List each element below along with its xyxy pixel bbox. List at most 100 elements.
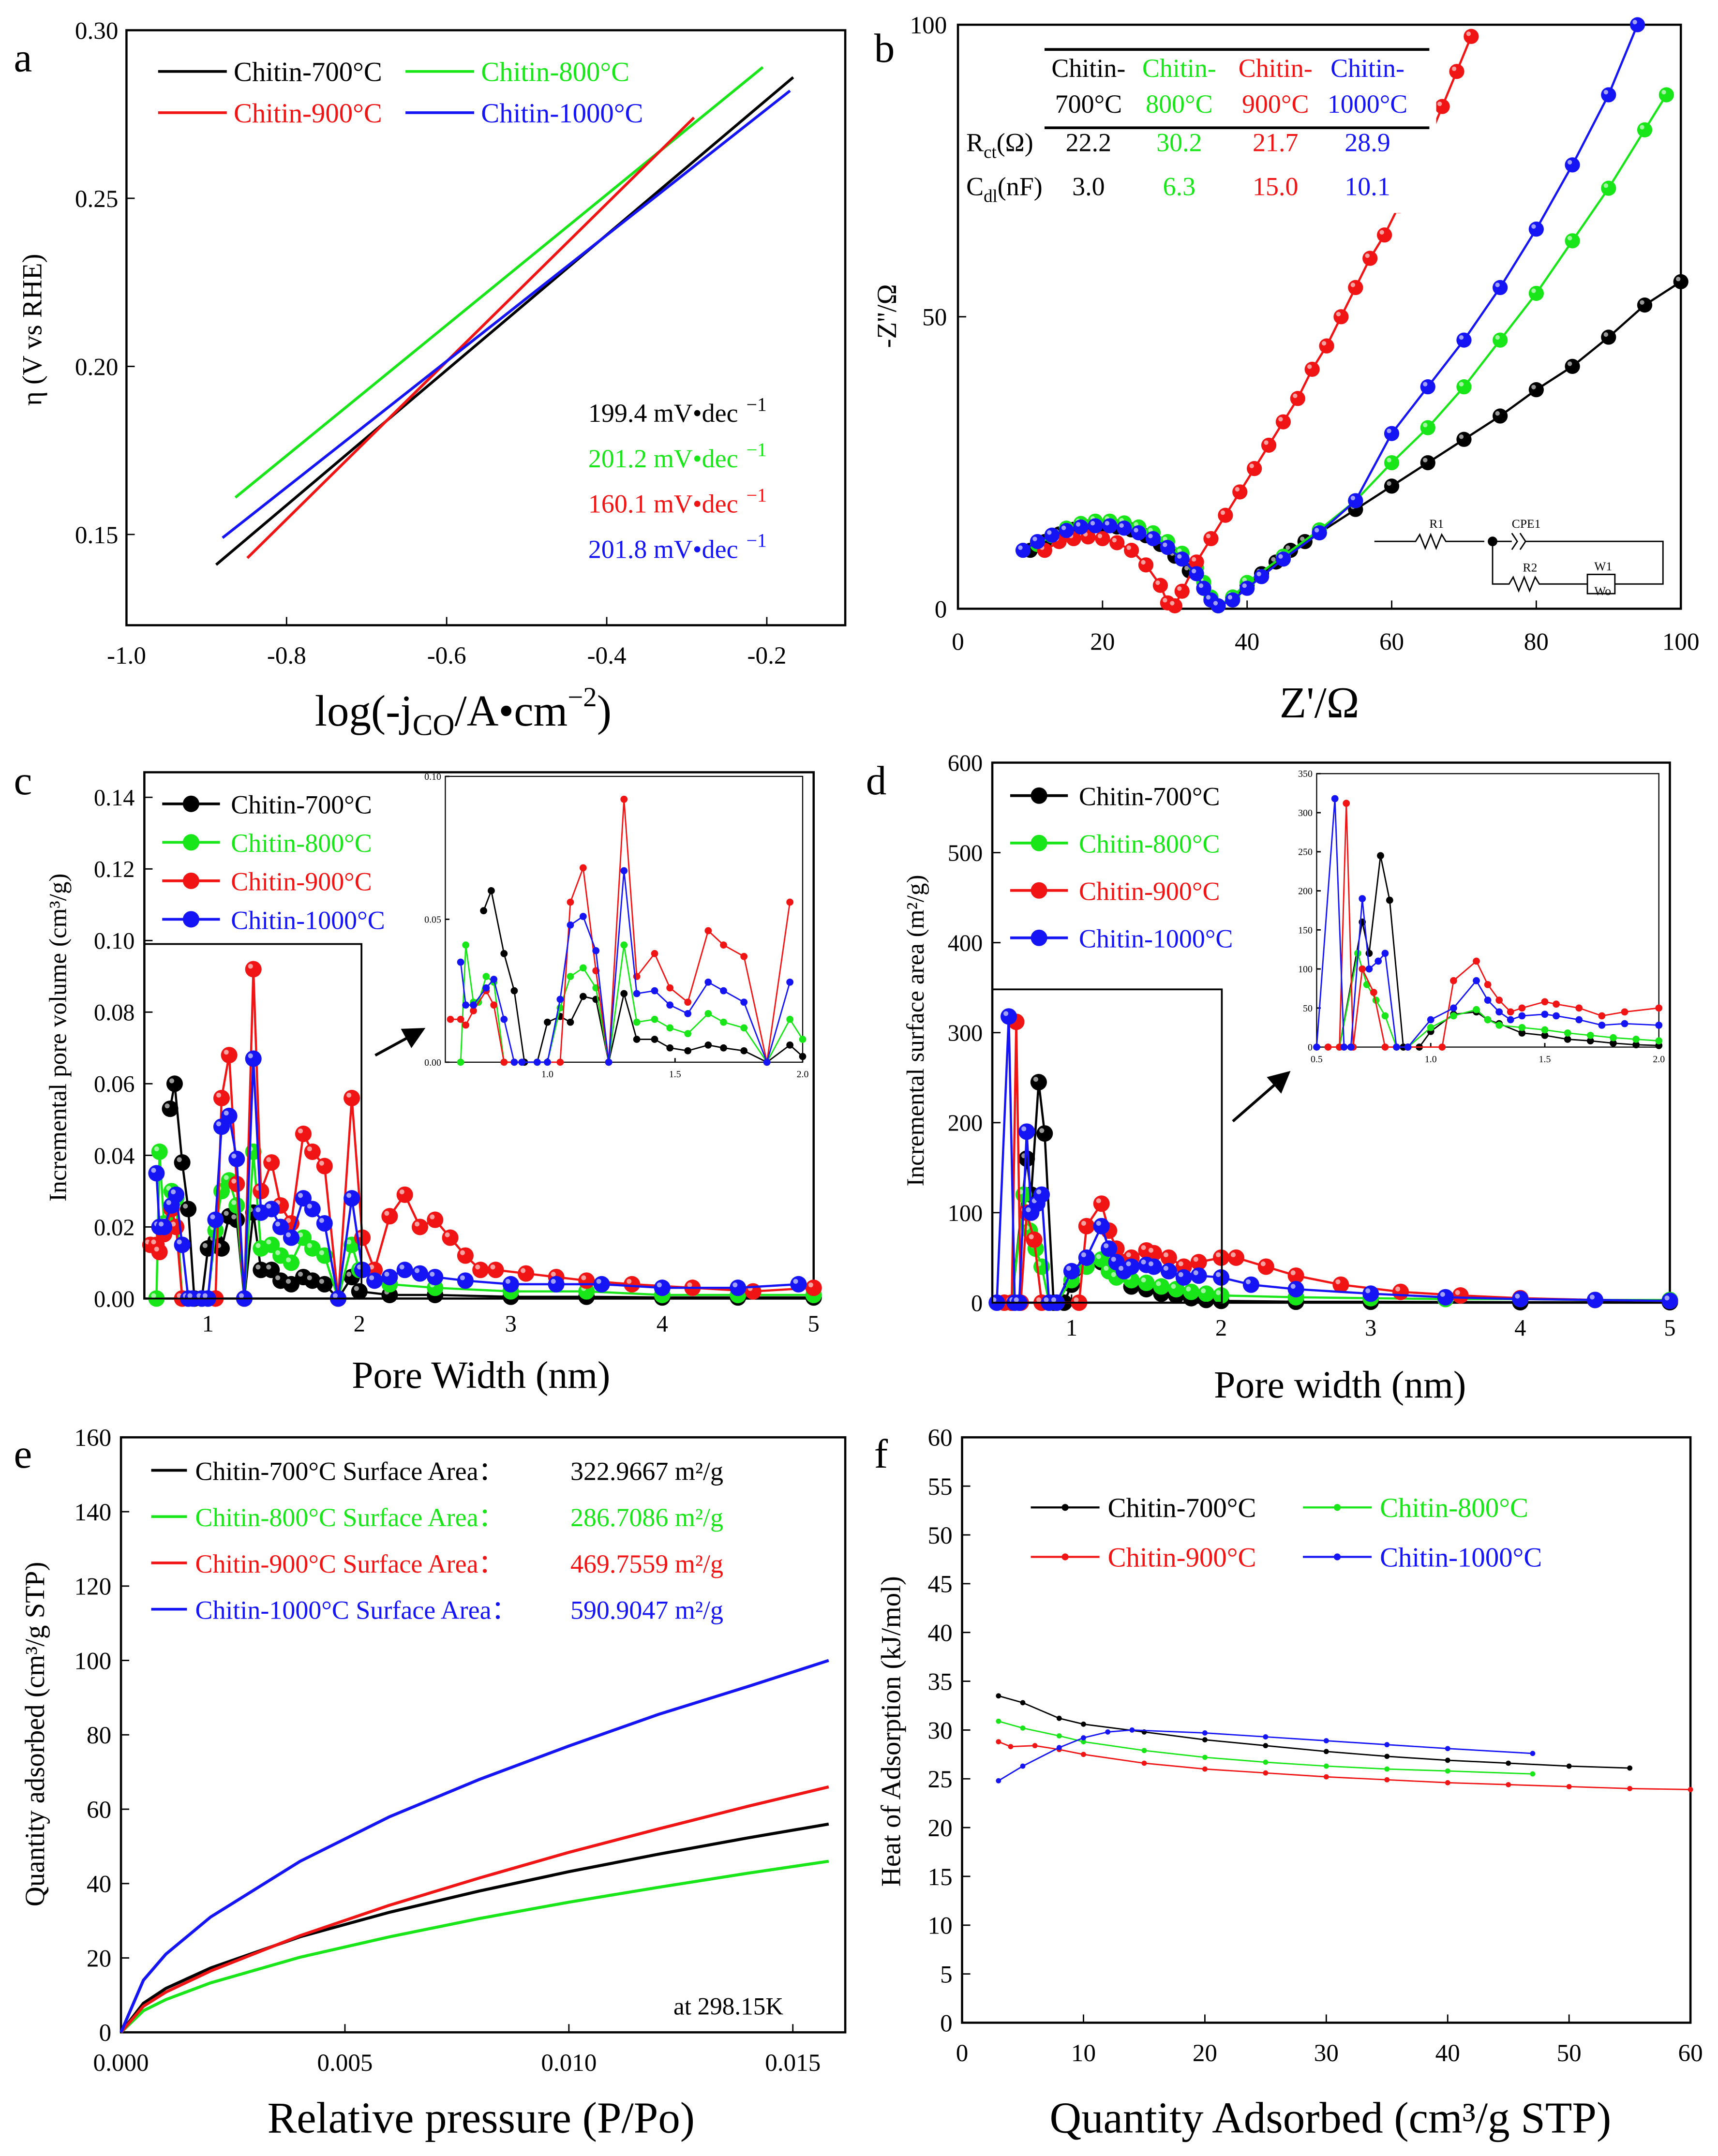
- legend-label: Chitin-900°C: [234, 98, 382, 129]
- y-tick-label: 0.00: [94, 1286, 134, 1312]
- data-point: [1340, 1043, 1348, 1051]
- data-point: [1484, 981, 1492, 988]
- data-point: [1541, 1026, 1549, 1034]
- data-point-highlight: [346, 1193, 352, 1198]
- data-point: [344, 1190, 360, 1207]
- x-tick-label: 50: [1557, 2039, 1582, 2067]
- data-point: [228, 1150, 245, 1167]
- data-point-highlight: [1459, 335, 1464, 340]
- legend-marker: [1061, 1553, 1069, 1561]
- y-axis-label: Quantity adsorbed (cm³/g STP): [20, 1562, 50, 1907]
- data-point-highlight: [1111, 1257, 1116, 1262]
- data-point: [396, 1262, 413, 1279]
- x-tick-label: 1.5: [1539, 1054, 1551, 1065]
- data-point: [1586, 1292, 1603, 1308]
- data-point-highlight: [1603, 89, 1609, 95]
- x-tick-label: 20: [1090, 628, 1115, 656]
- data-point: [567, 898, 574, 906]
- data-point-highlight: [1076, 522, 1081, 527]
- data-point-highlight: [1163, 542, 1167, 547]
- legend-label: Chitin-800°C: [231, 829, 372, 858]
- x-tick-label: 2.0: [797, 1069, 809, 1080]
- data-point: [666, 1024, 674, 1032]
- data-point: [490, 1001, 498, 1009]
- data-point-highlight: [1664, 1295, 1670, 1301]
- x-tick-label: 2.0: [1653, 1054, 1665, 1065]
- data-point: [579, 993, 587, 1000]
- data-point: [462, 1001, 470, 1009]
- x-tick-label: 60: [1379, 628, 1404, 656]
- table-cell: 6.3: [1163, 172, 1195, 201]
- data-point: [1202, 1755, 1208, 1760]
- data-point-highlight: [231, 1178, 237, 1184]
- data-point-highlight: [1423, 458, 1428, 462]
- legend-label: Chitin-900°C Surface Area：: [195, 1549, 504, 1578]
- data-point-highlight: [1090, 520, 1095, 526]
- data-point: [366, 1272, 383, 1289]
- data-point: [1362, 1285, 1379, 1302]
- data-point: [1218, 507, 1233, 523]
- data-point: [620, 867, 628, 875]
- data-point: [704, 1041, 712, 1049]
- data-point: [740, 1047, 748, 1055]
- data-point: [472, 1262, 489, 1279]
- data-point-highlight: [1039, 1128, 1045, 1133]
- data-point: [805, 1279, 822, 1296]
- legend-label: Chitin-700°C Surface Area：: [195, 1457, 504, 1486]
- data-point-highlight: [1036, 1297, 1042, 1303]
- series-chitin-800-c: [120, 1859, 829, 2034]
- data-point-highlight: [298, 1128, 303, 1134]
- data-point-highlight: [285, 1232, 291, 1237]
- series-line: [998, 1695, 1630, 1769]
- data-point-highlight: [255, 1207, 261, 1212]
- data-point-highlight: [1155, 580, 1160, 585]
- data-point: [786, 1015, 794, 1023]
- data-point: [1518, 1012, 1526, 1020]
- y-tick-label: 30: [928, 1717, 953, 1744]
- data-point: [1088, 518, 1103, 534]
- plot-frame: [1316, 773, 1659, 1048]
- data-point: [174, 1154, 191, 1171]
- data-point: [786, 898, 794, 906]
- data-point-highlight: [1459, 382, 1464, 387]
- data-point: [1384, 478, 1400, 494]
- data-point: [1347, 1043, 1355, 1051]
- data-point: [1598, 1012, 1606, 1020]
- y-tick-label: 55: [928, 1473, 953, 1501]
- data-point-highlight: [1379, 230, 1384, 235]
- data-point: [162, 1100, 179, 1117]
- data-point: [1586, 1037, 1594, 1045]
- y-tick-label: 150: [1298, 925, 1313, 936]
- data-point: [1420, 455, 1435, 471]
- x-tick-label: -0.8: [267, 642, 306, 669]
- data-point: [567, 921, 574, 929]
- legend-marker: [182, 872, 199, 889]
- data-point: [1627, 1765, 1633, 1771]
- data-point-highlight: [1215, 1252, 1221, 1258]
- data-point: [457, 1247, 474, 1264]
- data-point: [174, 1236, 191, 1253]
- slope-label: 201.8 mV•dec −1: [588, 530, 767, 564]
- legend-marker: [182, 834, 199, 851]
- data-point: [1032, 1743, 1038, 1749]
- legend-marker: [1333, 1553, 1341, 1561]
- y-tick-label: 300: [1298, 808, 1313, 818]
- data-point-highlight: [1105, 520, 1110, 526]
- y-tick-label: 0: [940, 2009, 953, 2037]
- data-point: [1610, 1040, 1617, 1047]
- data-point-highlight: [1126, 1252, 1131, 1258]
- data-point: [633, 1036, 641, 1043]
- data-point: [1484, 996, 1492, 1004]
- data-point-highlight: [1104, 1243, 1109, 1249]
- data-point: [1202, 1737, 1208, 1742]
- data-point: [593, 1276, 610, 1293]
- data-point: [1377, 852, 1384, 860]
- series-chitin-1000-c: [120, 1659, 829, 2033]
- data-point-highlight: [1191, 568, 1196, 574]
- y-tick-label: 0.05: [424, 914, 441, 925]
- slope-label: 199.4 mV•dec −1: [588, 394, 767, 428]
- data-point-highlight: [687, 1282, 692, 1288]
- data-point: [1257, 1258, 1274, 1275]
- equivalent-circuit: [1367, 515, 1670, 598]
- data-point: [462, 1021, 470, 1029]
